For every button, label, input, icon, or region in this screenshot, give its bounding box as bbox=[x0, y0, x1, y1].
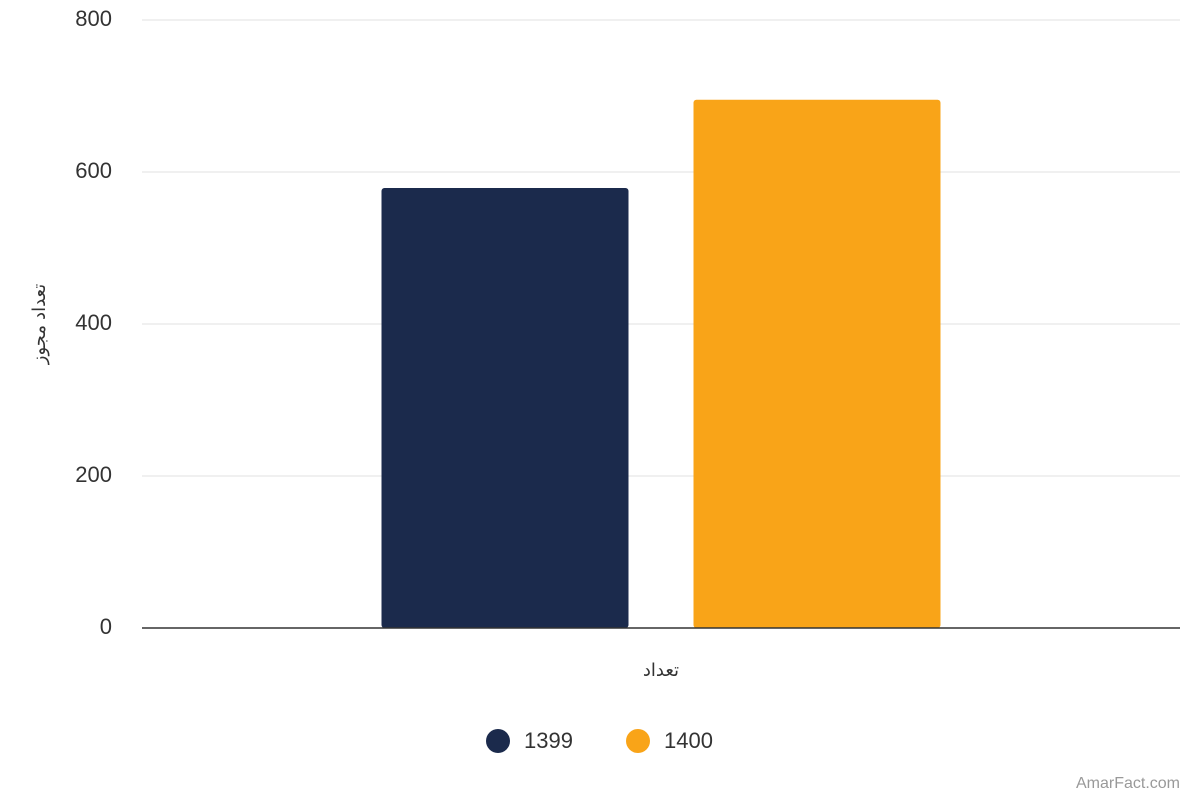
bar bbox=[693, 99, 941, 629]
legend-marker bbox=[626, 729, 650, 753]
y-tick-label: 400 bbox=[75, 310, 112, 335]
x-tick-label: تعداد bbox=[643, 660, 679, 680]
legend-label: 1400 bbox=[664, 728, 713, 753]
y-tick-label: 600 bbox=[75, 158, 112, 183]
legend-marker bbox=[486, 729, 510, 753]
y-tick-label: 200 bbox=[75, 462, 112, 487]
y-axis-label: تعداد مجوز bbox=[29, 284, 50, 365]
bar bbox=[381, 187, 629, 628]
watermark: AmarFact.com bbox=[1076, 775, 1180, 792]
y-tick-label: 800 bbox=[75, 6, 112, 31]
y-tick-label: 0 bbox=[100, 614, 112, 639]
legend-label: 1399 bbox=[524, 728, 573, 753]
